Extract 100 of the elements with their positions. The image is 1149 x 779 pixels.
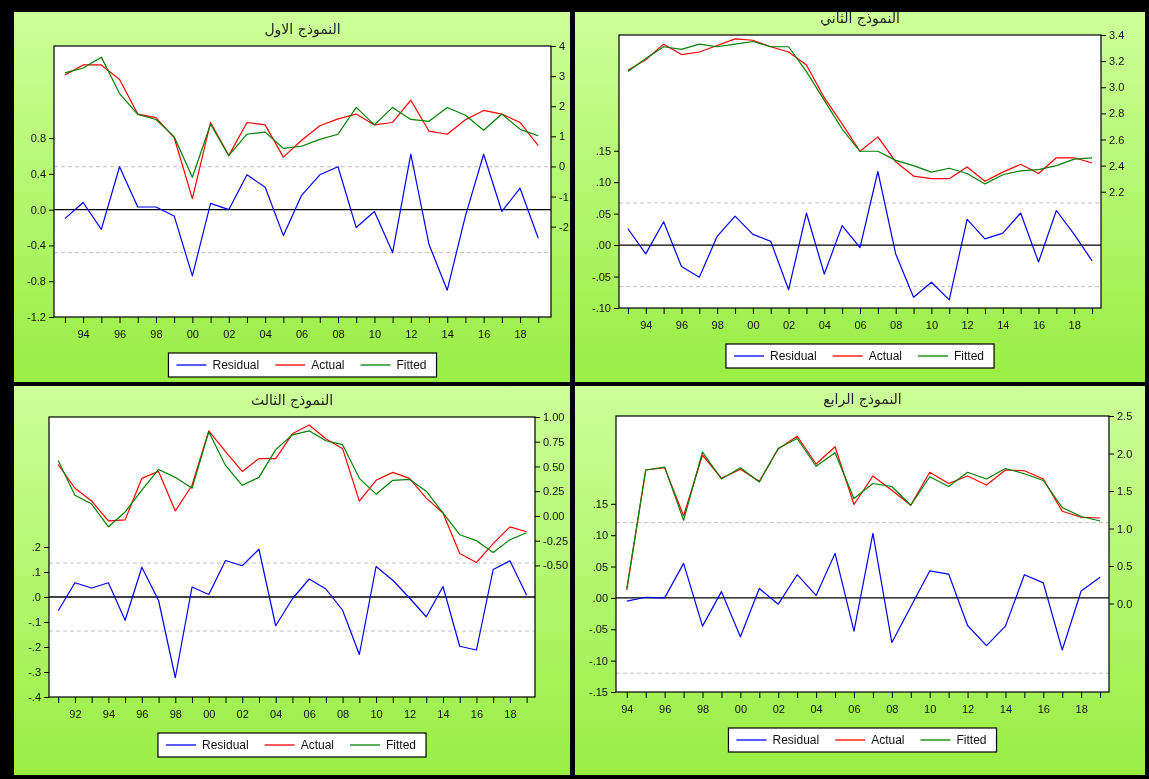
- y2-tick-label: 2.5: [1117, 410, 1133, 423]
- y2-tick-label: 3.2: [1109, 55, 1125, 68]
- y-tick-label: .1: [31, 566, 41, 579]
- y-tick-label: -.05: [589, 623, 608, 636]
- x-tick-label: 96: [113, 328, 127, 341]
- x-tick-label: 98: [711, 319, 724, 332]
- line-series: [64, 64, 539, 200]
- x-tick-label: 16: [1032, 319, 1046, 332]
- x-tick-label: 94: [640, 319, 653, 332]
- y-tick-label: .2: [31, 541, 41, 554]
- y-tick-label: -1.2: [27, 311, 46, 324]
- line-series: [57, 548, 528, 679]
- y-tick-label: .15: [592, 497, 608, 510]
- chart-title: النموذج الاول: [264, 21, 341, 38]
- y-tick-label: .0: [31, 591, 41, 604]
- x-tick-label: 18: [1068, 319, 1081, 332]
- x-tick-label: 06: [848, 703, 861, 716]
- legend-label: Fitted: [954, 349, 985, 363]
- y-tick-label: .10: [592, 529, 608, 542]
- x-tick-label: 00: [203, 708, 216, 721]
- line-series: [64, 153, 539, 291]
- x-tick-label: 02: [236, 708, 249, 721]
- y2-tick-label: 2.6: [1109, 133, 1125, 146]
- chart-title: النموذج الثاني: [820, 10, 900, 27]
- x-tick-label: 12: [403, 708, 417, 721]
- x-tick-label: 08: [886, 703, 899, 716]
- y-tick-label: -.2: [28, 641, 41, 654]
- x-tick-label: 00: [734, 703, 748, 716]
- x-tick-label: 00: [186, 328, 199, 341]
- legend-label: Fitted: [956, 733, 987, 747]
- y-tick-label: 0.4: [30, 167, 46, 180]
- y-tick-label: -0.8: [27, 275, 46, 288]
- x-tick-label: 06: [303, 708, 316, 721]
- x-tick-label: 14: [997, 319, 1010, 332]
- x-tick-label: 96: [136, 708, 149, 721]
- y-tick-label: -.05: [592, 270, 611, 283]
- y2-tick-label: 2.2: [1109, 185, 1125, 198]
- x-tick-label: 08: [890, 319, 903, 332]
- x-tick-label: 02: [772, 703, 785, 716]
- y2-tick-label: 3: [559, 70, 566, 83]
- x-tick-label: 98: [150, 328, 163, 341]
- x-tick-label: 14: [437, 708, 450, 721]
- x-tick-label: 04: [810, 703, 823, 716]
- x-tick-label: 04: [818, 319, 831, 332]
- legend-label: Fitted: [386, 738, 417, 752]
- x-tick-label: 96: [659, 703, 672, 716]
- y2-tick-label: 0.5: [1117, 560, 1133, 573]
- x-tick-label: 12: [961, 319, 974, 332]
- x-tick-label: 98: [696, 703, 710, 716]
- x-tick-label: 14: [999, 703, 1013, 716]
- y2-tick-label: 1: [559, 130, 566, 143]
- legend-label: Residual: [769, 349, 817, 363]
- line-series: [64, 56, 539, 178]
- y2-tick-label: -2: [559, 220, 569, 233]
- y-tick-label: -.3: [28, 666, 41, 679]
- x-tick-label: 12: [405, 328, 418, 341]
- x-tick-label: 16: [470, 708, 484, 721]
- y-tick-label: .10: [595, 176, 611, 189]
- y2-tick-label: 2.0: [1117, 447, 1133, 460]
- x-tick-label: 18: [1075, 703, 1088, 716]
- y-tick-label: -.4: [28, 691, 41, 704]
- y2-tick-label: 3.0: [1109, 81, 1125, 94]
- legend-label: Residual: [772, 733, 820, 747]
- legend-label: Actual: [868, 349, 903, 363]
- y2-tick-label: -0.25: [543, 534, 569, 547]
- y-tick-label: 0.8: [30, 132, 46, 145]
- y2-tick-label: 0: [559, 160, 566, 173]
- x-tick-label: 18: [514, 328, 527, 341]
- y2-tick-label: 2: [559, 100, 566, 113]
- y2-tick-label: 0.25: [543, 485, 565, 498]
- legend-label: Actual: [871, 733, 905, 747]
- y-tick-label: -.15: [589, 686, 608, 699]
- x-tick-label: 10: [368, 328, 382, 341]
- y-tick-label: .05: [595, 207, 611, 220]
- x-tick-label: 08: [336, 708, 350, 721]
- legend-label: Residual: [201, 738, 249, 752]
- x-tick-label: 04: [270, 708, 283, 721]
- x-tick-label: 14: [441, 328, 454, 341]
- chart-title: النموذج الثالث: [250, 392, 334, 409]
- x-tick-label: 98: [169, 708, 182, 721]
- y2-tick-label: 3.4: [1109, 29, 1125, 42]
- y-tick-label: -.10: [589, 654, 608, 667]
- x-tick-label: 04: [259, 328, 272, 341]
- chart-title: النموذج الرابع: [823, 391, 902, 408]
- line-series: [626, 532, 1101, 651]
- y2-tick-label: 1.5: [1117, 485, 1133, 498]
- x-tick-label: 16: [478, 328, 491, 341]
- y2-tick-label: 1.00: [543, 411, 565, 424]
- y-tick-label: -.10: [592, 302, 611, 315]
- y2-tick-label: 1.0: [1117, 522, 1133, 535]
- x-tick-label: 02: [223, 328, 236, 341]
- x-tick-label: 10: [925, 319, 939, 332]
- x-tick-label: 10: [924, 703, 937, 716]
- x-tick-label: 92: [69, 708, 82, 721]
- y-tick-label: .00: [595, 239, 611, 252]
- legend-label: Residual: [212, 358, 260, 372]
- x-tick-label: 10: [370, 708, 383, 721]
- y2-tick-label: 0.00: [543, 509, 565, 522]
- y-tick-label: .00: [592, 591, 608, 604]
- y-tick-label: -.1: [28, 616, 41, 629]
